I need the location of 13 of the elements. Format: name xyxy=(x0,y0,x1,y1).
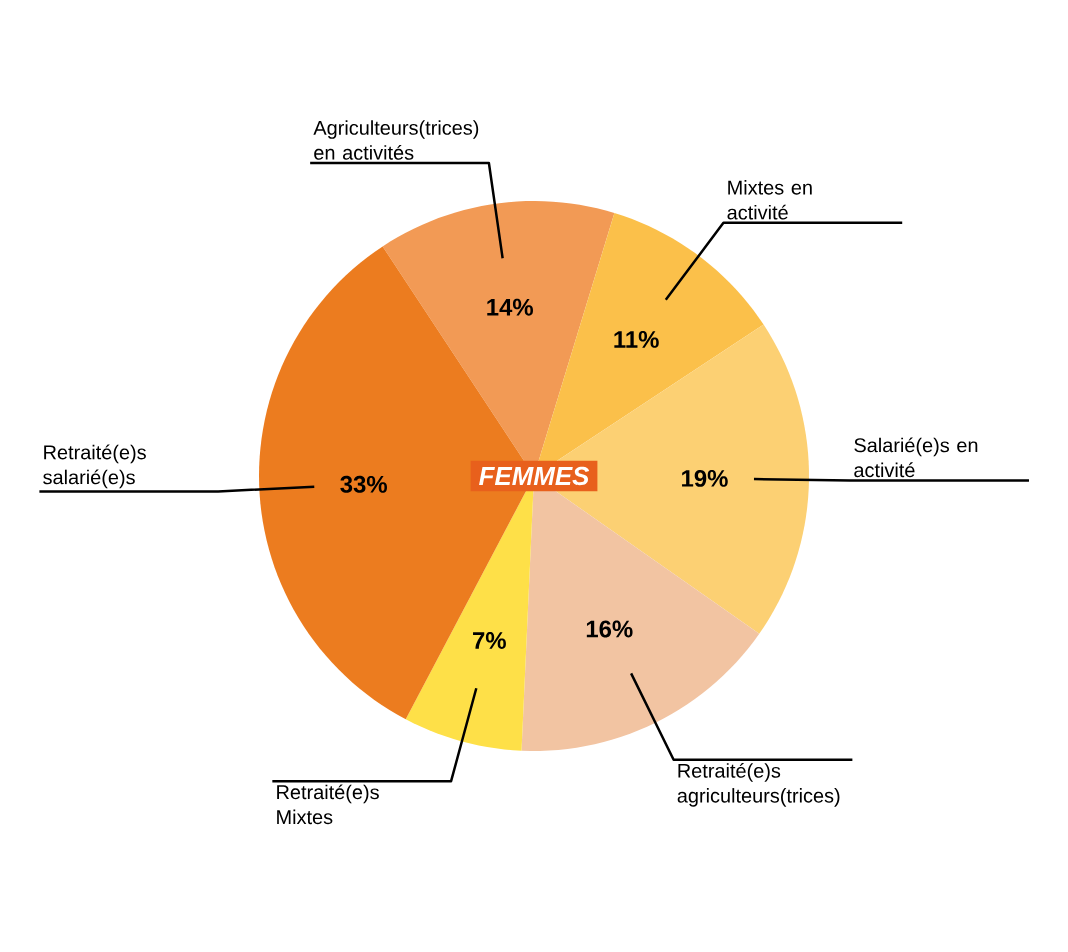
slice-label: Retraité(e)s salarié(e)s xyxy=(43,444,146,489)
data-label: 19% xyxy=(682,469,728,487)
slice-label: Salarié(e)s en activité xyxy=(854,437,978,478)
slice-label: Agriculteurs(trices) en activités xyxy=(313,120,479,160)
data-label: 33% xyxy=(340,475,387,493)
slice-label: Mixtes en activité xyxy=(727,180,812,220)
slice-label: Retraité(e)s Mixtes xyxy=(277,784,379,825)
text: FEMMES xyxy=(479,466,590,486)
data-label: 16% xyxy=(586,620,633,638)
slice-label: Retraité(e)s agriculteurs(trices) xyxy=(677,762,840,807)
data-label: 11% xyxy=(614,331,659,348)
data-label: 14% xyxy=(487,298,533,316)
data-label: 7% xyxy=(473,632,506,649)
